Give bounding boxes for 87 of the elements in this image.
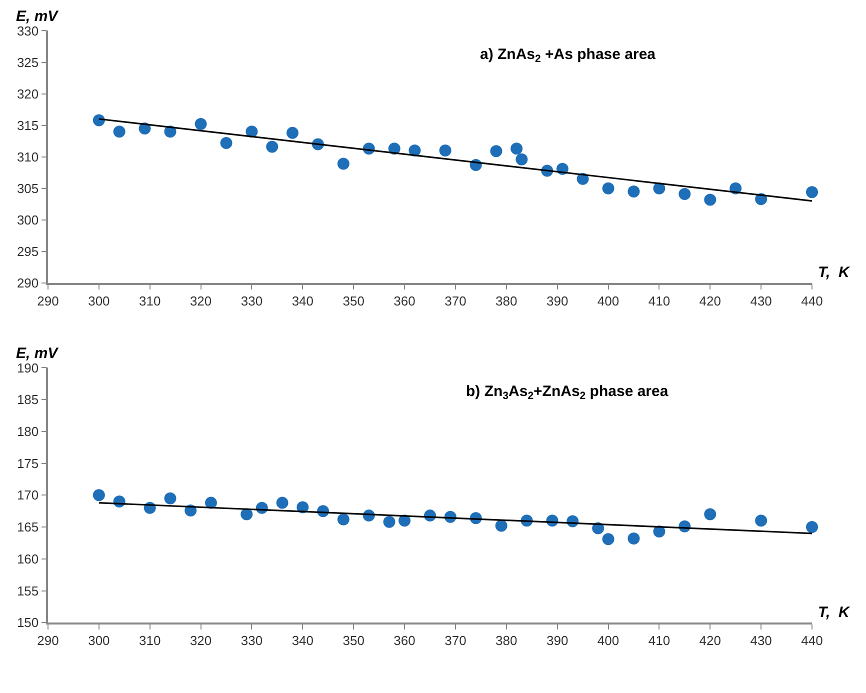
y-tick-label: 180 (16, 424, 39, 439)
y-tick-label: 290 (16, 276, 39, 290)
y-tick-label: 185 (16, 392, 39, 408)
y-tick-label: 165 (16, 520, 39, 535)
point (510, 142, 523, 155)
x-tick-label: 420 (699, 632, 721, 648)
x-tick-label: 420 (699, 293, 721, 308)
x-tick-label: 410 (648, 293, 670, 308)
x-tick-label: 310 (139, 632, 161, 648)
point (240, 508, 253, 520)
point (678, 188, 691, 200)
point (755, 514, 768, 527)
point (516, 153, 528, 166)
x-tick-label: 290 (37, 293, 59, 308)
x-tick-label: 330 (240, 293, 263, 308)
point (246, 126, 258, 138)
x-tick-label: 360 (394, 293, 416, 308)
y-tick-label: 330 (16, 23, 39, 38)
point (602, 533, 614, 546)
y-tick-label: 175 (16, 456, 39, 471)
x-tick-label: 380 (496, 293, 518, 308)
x-tick-label: 310 (139, 293, 161, 308)
x-axis-title: T, K (818, 264, 851, 281)
point (628, 532, 640, 544)
point (704, 508, 716, 520)
point (266, 140, 278, 153)
point (653, 182, 666, 194)
x-tick-label: 410 (648, 632, 670, 648)
x-tick-label: 340 (292, 632, 314, 648)
point (276, 496, 288, 509)
x-tick-label: 400 (597, 293, 620, 308)
x-tick-label: 390 (546, 632, 568, 648)
point (337, 158, 350, 170)
x-tick-label: 290 (37, 632, 59, 648)
x-tick-label: 430 (750, 293, 772, 308)
x-tick-label: 380 (496, 632, 518, 648)
x-tick-label: 300 (88, 293, 110, 308)
y-tick-label: 295 (16, 244, 39, 259)
y-tick-label: 325 (16, 54, 39, 70)
point (286, 126, 298, 139)
y-axis-title: E, mV (16, 345, 60, 362)
point (92, 489, 105, 502)
x-tick-label: 430 (750, 632, 772, 648)
y-tick-label: 320 (16, 86, 39, 102)
x-tick-label: 300 (88, 632, 110, 648)
x-tick-label: 370 (444, 632, 466, 648)
x-tick-label: 330 (240, 632, 263, 648)
y-tick-label: 190 (16, 360, 39, 376)
point (337, 513, 350, 526)
point (704, 194, 716, 206)
point (495, 520, 508, 532)
point (220, 136, 232, 149)
point (628, 186, 640, 198)
x-tick-label: 440 (801, 632, 823, 648)
y-tick-label: 315 (16, 118, 39, 133)
y-tick-label: 305 (16, 180, 39, 196)
x-tick-label: 320 (190, 632, 212, 648)
text: a) ZnAs$_{2}$ +As phase area (480, 46, 656, 66)
x-tick-label: 440 (801, 293, 823, 308)
text: b) Zn$_{3}$As$_{2}$+ZnAs$_{2}$ phase area (466, 383, 669, 402)
x-tick-label: 340 (292, 293, 314, 308)
point (92, 114, 105, 126)
x-tick-label: 350 (342, 293, 364, 308)
point (164, 492, 176, 504)
y-tick-label: 300 (16, 212, 39, 228)
x-tick-label: 320 (190, 293, 212, 308)
point (113, 126, 126, 138)
point (408, 144, 421, 157)
point (806, 521, 818, 534)
x-tick-label: 390 (546, 293, 568, 308)
x-tick-label: 360 (394, 632, 416, 648)
y-tick-label: 160 (16, 551, 39, 566)
point (383, 516, 396, 528)
x-tick-label: 350 (342, 632, 364, 648)
point (194, 118, 207, 130)
y-tick-label: 170 (16, 488, 39, 503)
point (490, 145, 502, 158)
point (602, 182, 614, 194)
y-tick-label: 310 (16, 149, 39, 164)
x-tick-label: 400 (597, 632, 620, 648)
y-axis-title: E, mV (16, 8, 60, 25)
y-tick-label: 150 (16, 615, 39, 630)
y-tick-label: 155 (16, 583, 39, 598)
x-tick-label: 370 (444, 293, 466, 308)
point (439, 144, 452, 157)
x-axis-title: T, K (818, 604, 851, 621)
point (806, 186, 818, 198)
